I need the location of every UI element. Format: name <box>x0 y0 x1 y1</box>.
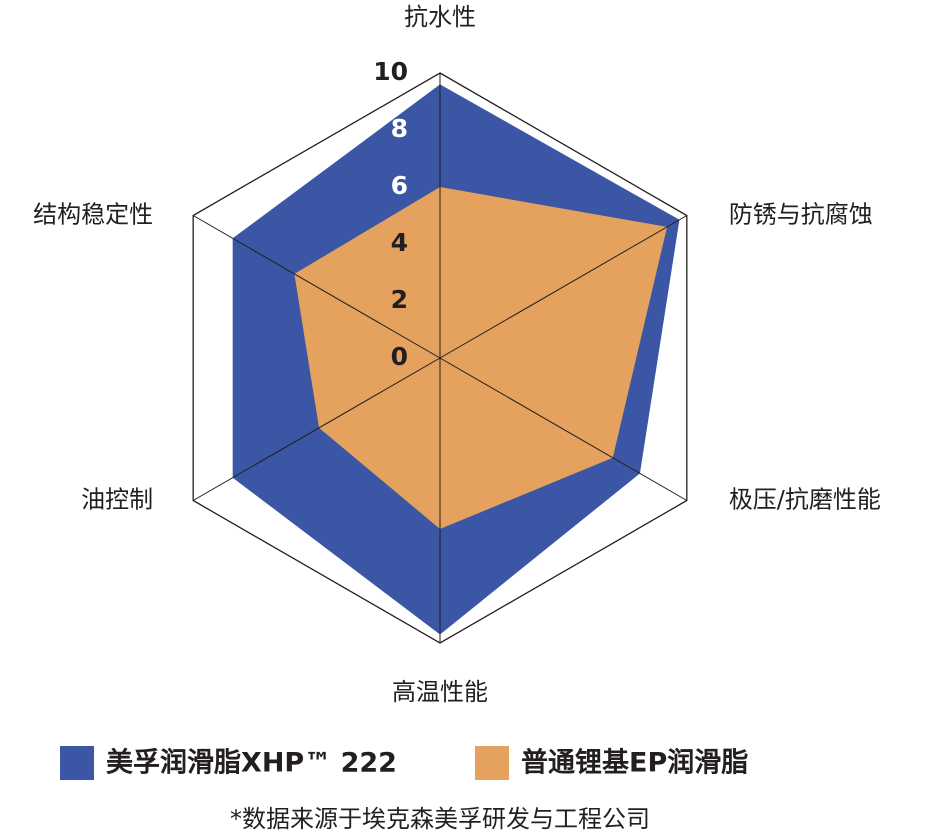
category-label: 极压/抗磨性能 <box>729 486 881 514</box>
category-label: 高温性能 <box>392 678 488 706</box>
y-tick-label: 4 <box>391 228 408 257</box>
series-area <box>294 187 668 529</box>
legend-label: 普通锂基EP润滑脂 <box>521 747 748 779</box>
y-tick-label: 6 <box>391 171 408 200</box>
axis-spoke <box>192 357 441 501</box>
axis-spoke <box>192 215 441 359</box>
category-label: 防锈与抗腐蚀 <box>729 201 873 229</box>
axis-spoke <box>439 215 688 359</box>
axis-spoke <box>439 357 688 501</box>
y-tick-label: 2 <box>391 285 408 314</box>
legend-label: 美孚润滑脂XHP™ 222 <box>106 747 397 779</box>
category-label: 抗水性 <box>404 3 476 31</box>
footnote: *数据来源于埃克森美孚研发与工程公司 <box>230 805 650 833</box>
legend-swatch <box>475 746 509 780</box>
category-label: 油控制 <box>81 486 153 514</box>
y-tick-label: 10 <box>373 57 408 86</box>
y-tick-label: 0 <box>391 342 408 371</box>
legend-swatch <box>60 746 94 780</box>
y-tick-label: 8 <box>391 114 408 143</box>
category-label: 结构稳定性 <box>33 201 153 229</box>
